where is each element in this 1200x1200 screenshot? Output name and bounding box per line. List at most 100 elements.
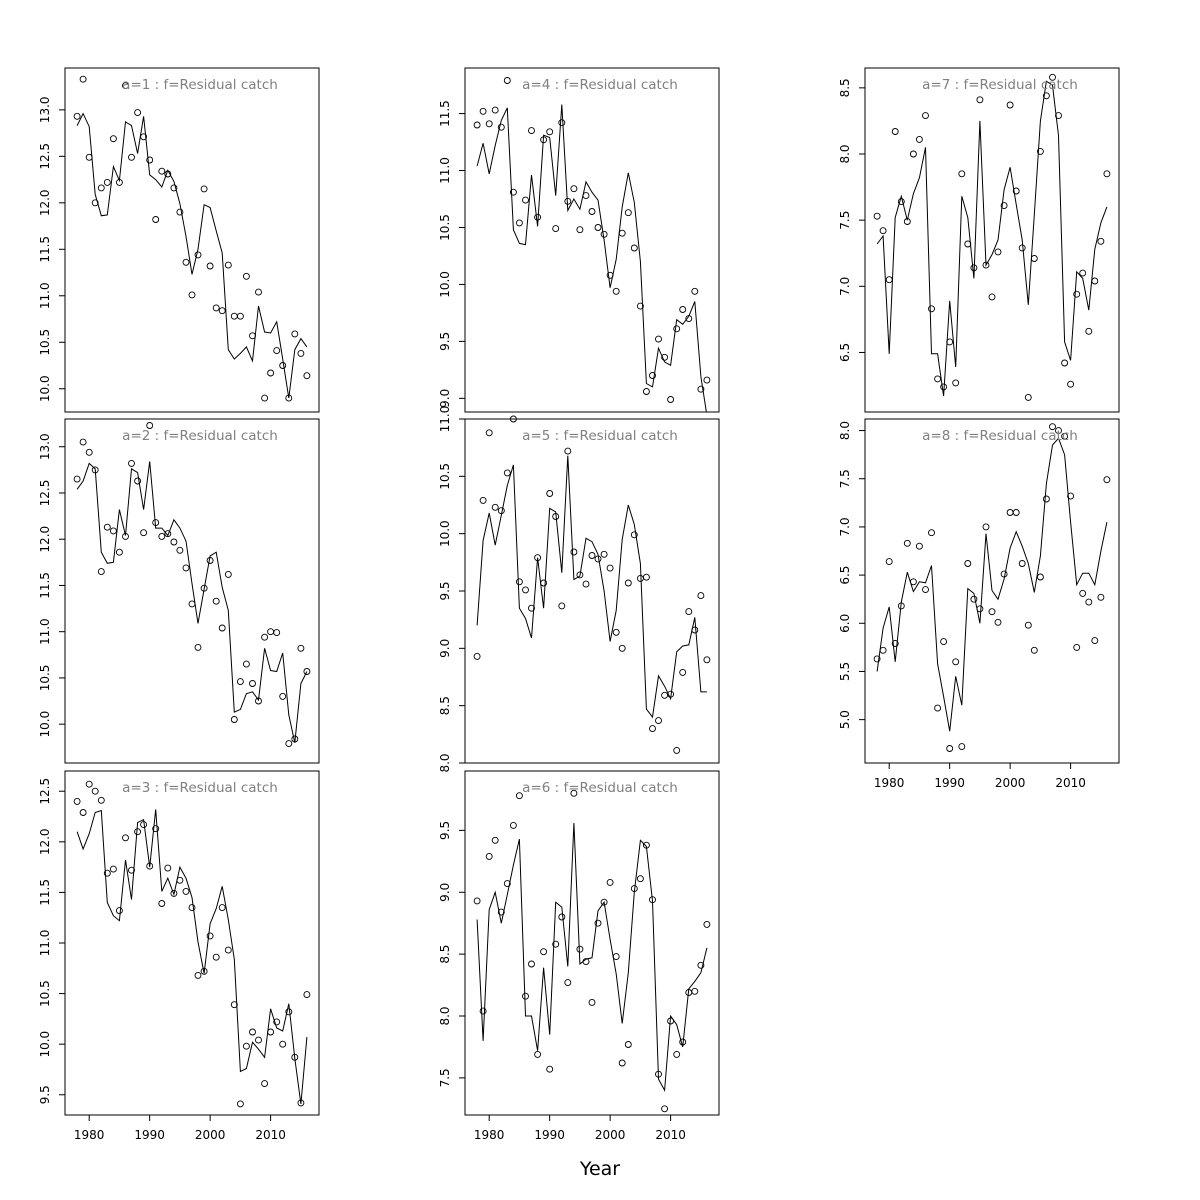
observed-point (242, 660, 250, 668)
observed-point (176, 208, 184, 216)
observed-point (146, 862, 154, 870)
observed-point (73, 797, 81, 805)
observed-point (206, 557, 214, 564)
observed-point (564, 197, 572, 205)
observed-point (636, 574, 644, 582)
y-tick-label: 10.5 (438, 463, 452, 490)
y-tick-label: 7.5 (838, 211, 852, 230)
observed-point (988, 608, 996, 616)
observed-point (655, 335, 662, 343)
observed-point (534, 554, 542, 562)
x-tick-label: 1980 (474, 1128, 505, 1142)
observed-point (85, 448, 93, 456)
observed-point (879, 227, 887, 235)
observed-point (164, 530, 172, 538)
observed-point (224, 261, 232, 269)
x-tick-label: 1980 (874, 776, 905, 790)
observed-point (612, 287, 620, 295)
y-tick-label: 12.5 (38, 143, 52, 170)
fitted-line (876, 437, 1108, 732)
observed-point (940, 638, 948, 646)
panel-1: 10.0 10.5 11.0 11.5 12.0 12.5 13.0 a=1 : f=Resi… (38, 67, 320, 413)
y-tick-label: 10.5 (38, 329, 52, 356)
observed-point (606, 564, 614, 572)
observed-point (249, 680, 256, 687)
observed-point (600, 230, 608, 238)
observed-point (230, 1001, 238, 1009)
observed-point (576, 945, 584, 953)
panel-frame (864, 418, 1120, 764)
observed-point (952, 379, 960, 387)
observed-point (109, 527, 117, 535)
observed-point (1073, 290, 1081, 298)
observed-point (588, 552, 596, 559)
observed-point (582, 192, 590, 200)
y-tick-label: 8.0 (438, 753, 452, 772)
observed-point (540, 948, 548, 956)
observed-point (503, 880, 511, 888)
observed-point (491, 106, 499, 114)
observed-point (261, 1080, 269, 1088)
observed-point (673, 746, 681, 754)
y-tick-label: 10.0 (438, 520, 452, 547)
observed-point (473, 897, 481, 905)
observed-point (109, 865, 117, 873)
y-tick-label: 11.5 (38, 236, 52, 263)
observed-point (1012, 509, 1020, 516)
x-tick-label: 2000 (195, 1128, 226, 1142)
observed-point (618, 1059, 626, 1067)
observed-point (1036, 573, 1044, 581)
observed-point (491, 836, 499, 844)
observed-point (958, 170, 966, 178)
observed-point (1091, 277, 1099, 285)
observed-point (552, 513, 560, 520)
y-tick-label: 12.0 (38, 526, 52, 553)
observed-point (515, 219, 523, 227)
observed-point (115, 178, 123, 186)
observed-point (1097, 593, 1105, 601)
observed-point (297, 349, 305, 357)
observed-point (1030, 646, 1038, 654)
y-tick-label: 13.0 (38, 433, 52, 460)
observed-point (140, 133, 148, 141)
observed-point (1103, 476, 1111, 484)
observed-point (915, 135, 923, 143)
observed-point (630, 885, 638, 893)
observed-point (176, 546, 184, 554)
observed-point (1067, 492, 1075, 500)
observed-point (1006, 509, 1014, 516)
observed-point (1024, 393, 1032, 401)
observed-point (612, 953, 620, 961)
y-tick-label: 11.5 (438, 100, 452, 127)
observed-point (1049, 423, 1056, 431)
observed-point (236, 1100, 244, 1108)
y-tick-label: 7.0 (838, 277, 852, 296)
observed-point (885, 558, 893, 566)
observed-point (176, 876, 184, 884)
x-tick-label: 1990 (534, 1128, 565, 1142)
panel-frame (864, 67, 1120, 413)
observed-point (952, 658, 960, 666)
observed-point (158, 167, 166, 175)
observed-point (582, 580, 590, 588)
observed-point (1030, 255, 1038, 262)
y-tick-label: 12.0 (38, 828, 52, 855)
y-tick-label: 7.0 (838, 517, 852, 536)
x-tick-label: 1980 (74, 1128, 105, 1142)
fitted-line (476, 822, 708, 1093)
observed-point (546, 1065, 554, 1073)
y-tick-label: 9.5 (38, 1085, 52, 1104)
observed-point (618, 644, 626, 652)
y-tick-label: 11.0 (438, 157, 452, 184)
observed-point (679, 668, 687, 676)
observed-point (1024, 621, 1032, 629)
observed-point (515, 578, 523, 586)
y-tick-label: 8.0 (838, 144, 852, 163)
observed-point (128, 866, 135, 874)
observed-point (685, 315, 693, 323)
y-tick-label: 12.5 (38, 778, 52, 805)
observed-point (212, 597, 220, 605)
observed-point (140, 529, 148, 537)
observed-point (212, 953, 220, 961)
